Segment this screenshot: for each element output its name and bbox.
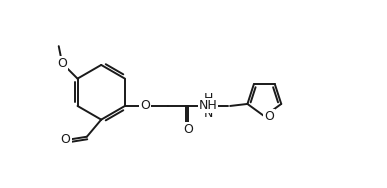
Text: O: O <box>264 110 274 123</box>
Text: H
N: H N <box>203 92 212 120</box>
Text: O: O <box>183 123 193 136</box>
Text: O: O <box>61 133 70 146</box>
Text: NH: NH <box>199 99 217 112</box>
Text: O: O <box>140 99 150 112</box>
Text: O: O <box>57 57 67 70</box>
